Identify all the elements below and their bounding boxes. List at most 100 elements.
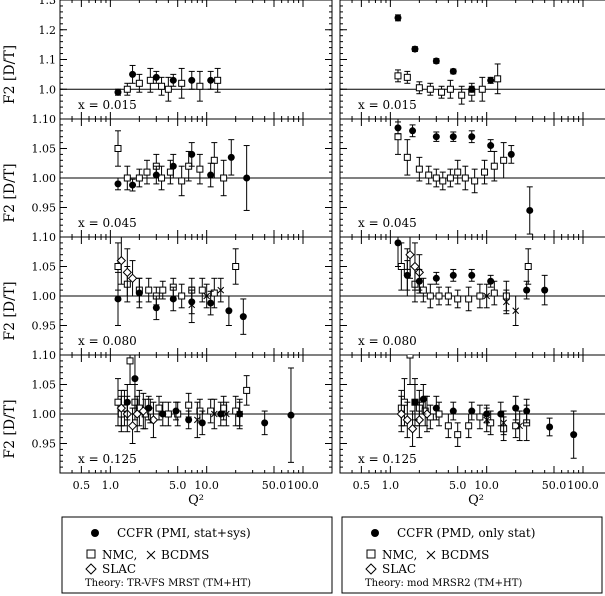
ccfr-point <box>287 411 295 419</box>
ccfr-point <box>432 133 440 141</box>
nmc-point <box>476 413 484 421</box>
ccfr-point <box>217 410 225 418</box>
bcdms-point <box>483 292 491 300</box>
nmc-point <box>158 174 166 182</box>
nmc-point <box>158 82 166 90</box>
legend-left: CCFR (PMI, stat+sys) NMC, BCDMS SLAC Theory:… <box>61 516 333 594</box>
ccfr-point <box>468 407 476 415</box>
panel-right-2: x = 0.080 <box>339 236 605 356</box>
y-tick-label: 1.05 <box>32 143 57 156</box>
ccfr-point <box>169 295 177 303</box>
x-tick-label: 10.0 <box>474 479 499 492</box>
points <box>396 355 578 459</box>
slac-point <box>122 267 133 278</box>
ccfr-point <box>114 88 122 96</box>
nmc-point <box>461 174 469 182</box>
nmc-point <box>500 156 508 164</box>
nmc-point <box>143 168 151 176</box>
nmc-point <box>210 289 218 297</box>
ccfr-point <box>487 277 495 285</box>
panel-right-1: x = 0.045 <box>339 118 605 238</box>
ccfr-point <box>449 407 457 415</box>
ccfr-point <box>207 76 215 84</box>
ccfr-point <box>261 419 269 427</box>
nmc-point <box>478 85 486 93</box>
panel-left-0: 1.0 1.1 1.2 1.3 x = 0.015 <box>39 0 333 120</box>
nmc-point <box>435 410 443 418</box>
ccfr-point <box>570 431 578 439</box>
ccfr-point <box>546 423 554 431</box>
x-tick-label: 5.0 <box>449 479 467 492</box>
ccfr-point <box>169 162 177 170</box>
ccfr-point <box>409 127 417 135</box>
nmc-point <box>145 286 153 294</box>
plot-area: 1.0 1.1 1.2 1.3 x = 0.015 0.95 1.00 1.05 1.10 x =… <box>2 0 605 508</box>
slac-point <box>116 403 127 413</box>
x-tick-label: 50.0 <box>542 479 567 492</box>
points <box>394 237 549 326</box>
nmc-point <box>146 76 154 84</box>
panel-left-3: 0.95 1.00 1.05 1.10 x = 0.125 <box>32 349 333 474</box>
nmc-point <box>126 357 134 365</box>
ccfr-point <box>523 286 531 294</box>
slac-point <box>410 261 420 272</box>
nmc-point <box>155 404 163 412</box>
nmc-point <box>465 295 473 303</box>
nmc-point <box>454 295 462 303</box>
nmc-point <box>403 73 411 81</box>
ccfr-point <box>207 171 215 179</box>
nmc-point <box>481 168 489 176</box>
legend-ccfr-label: CCFR (PMI, stat+sys) <box>117 526 251 540</box>
ccfr-point <box>152 73 160 81</box>
nmc-point <box>232 263 240 270</box>
ccfr-point <box>185 416 193 424</box>
ccfr-point <box>449 133 457 141</box>
column-right: x = 0.015 x = 0.045 x = 0.080 x = 0.125 0.5 1… <box>339 0 605 508</box>
legend-frame <box>61 516 333 594</box>
ccfr-point <box>152 171 160 179</box>
nmc-point <box>435 292 443 300</box>
nmc-point <box>432 174 440 182</box>
slac-point <box>127 273 138 284</box>
nmc-point <box>458 91 466 99</box>
nmc-point <box>415 84 423 92</box>
nmc-point <box>403 153 411 161</box>
nmc-point <box>135 174 143 182</box>
x-bin-label: x = 0.125 <box>358 452 417 466</box>
nmc-point <box>471 177 479 185</box>
points <box>394 14 502 105</box>
nmc-point <box>243 386 251 394</box>
bcdms-point <box>210 410 218 418</box>
y-tick-label: 0.95 <box>32 202 57 215</box>
ccfr-point <box>541 286 549 294</box>
bcdms-point <box>217 286 225 294</box>
ccfr-point <box>432 57 440 65</box>
nmc-point <box>524 263 532 270</box>
ccfr-point <box>526 206 534 214</box>
legend-frame <box>341 516 603 594</box>
ccfr-point <box>468 85 476 93</box>
nmc-point <box>426 292 434 300</box>
x-bin-label: x = 0.015 <box>78 98 137 112</box>
y-tick-label: 1.2 <box>39 24 57 37</box>
ccfr-point <box>145 404 153 412</box>
ccfr-point <box>468 271 476 279</box>
x-tick-label: 10.0 <box>194 479 219 492</box>
nmc-point <box>490 162 498 170</box>
y-tick-label: 1.00 <box>32 408 57 421</box>
nmc-point <box>220 174 228 182</box>
nmc-point <box>135 79 143 87</box>
nmc-point <box>123 85 131 93</box>
ccfr-point <box>512 404 520 412</box>
ccfr-point <box>243 174 251 182</box>
slac-point <box>407 424 418 434</box>
legend-slac-marker <box>365 563 377 575</box>
ccfr-point <box>403 271 411 279</box>
bcdms-point <box>500 419 507 427</box>
legend-theory-label: Theory: TR-VFS MRST (TM+HT) <box>85 578 251 589</box>
nmc-point <box>494 75 502 83</box>
nmc-point <box>207 407 215 415</box>
ccfr-point <box>159 410 167 418</box>
slac-point <box>405 249 415 260</box>
nmc-point <box>185 401 193 409</box>
